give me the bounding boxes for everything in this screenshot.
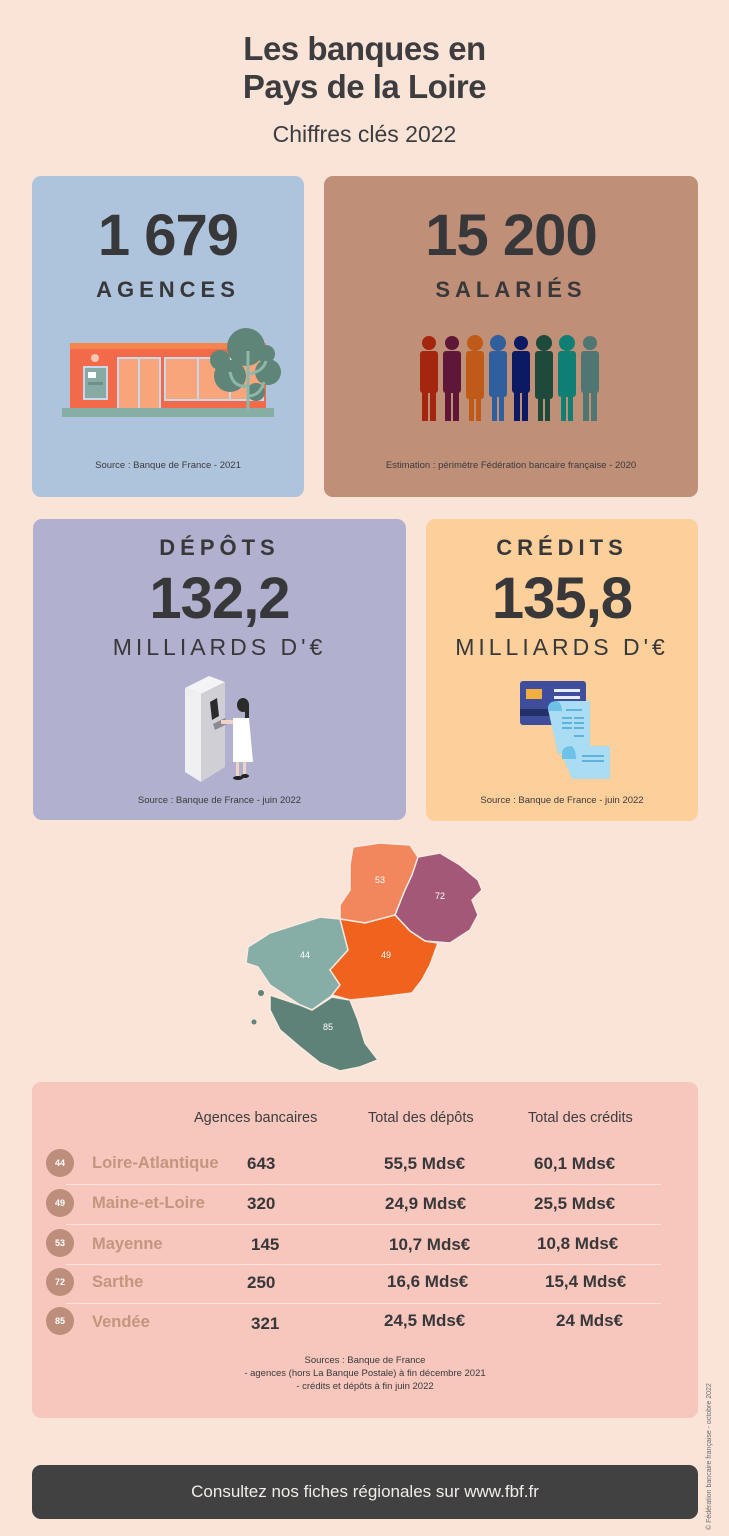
- depots-cell: 10,7 Mds€: [389, 1235, 471, 1254]
- bank-branch-building-icon: [58, 326, 286, 422]
- atm-user-icon: [183, 672, 263, 784]
- table-row: 44 Loire-Atlantique 643 55,5 Mds€ 60,1 M…: [32, 1144, 698, 1182]
- table-sources: Sources : Banque de France - agences (ho…: [32, 1354, 698, 1393]
- map-label-49: 49: [381, 950, 391, 960]
- depots-source: Source : Banque de France - juin 2022: [137, 795, 302, 806]
- fbf-website-banner[interactable]: Consultez nos fiches régionales sur www.…: [32, 1465, 698, 1519]
- depots-cell: 24,5 Mds€: [384, 1311, 466, 1330]
- credits-label: CRÉDITS: [496, 535, 628, 560]
- credits-value: 135,8: [491, 566, 633, 631]
- title-line-2: Pays de la Loire: [242, 68, 487, 105]
- depots-unit: MILLIARDS D'€: [112, 634, 327, 660]
- credit-card-receipt-icon: [518, 679, 618, 779]
- agences-cell: 145: [251, 1235, 280, 1254]
- table-row: 85 Vendée 321 24,5 Mds€ 24 Mds€: [32, 1303, 698, 1341]
- depots-cell: 16,6 Mds€: [387, 1272, 469, 1291]
- row-divider: [66, 1303, 661, 1304]
- credits-cell: 60,1 Mds€: [534, 1154, 616, 1173]
- credits-unit: MILLIARDS D'€: [455, 634, 669, 660]
- credits-source: Source : Banque de France - juin 2022: [480, 795, 644, 806]
- credits-cell: 15,4 Mds€: [545, 1272, 627, 1291]
- dept-name: Vendée: [92, 1313, 150, 1331]
- map-label-53: 53: [375, 875, 385, 885]
- title-line-1: Les banques en: [243, 30, 486, 67]
- row-divider: [66, 1184, 661, 1185]
- table-row: 49 Maine-et-Loire 320 24,9 Mds€ 25,5 Mds…: [32, 1184, 698, 1222]
- agences-card: 1 679 AGENCES Source : Banque de France …: [32, 176, 304, 497]
- salaries-value: 15 200: [425, 203, 597, 268]
- map-label-44: 44: [300, 950, 310, 960]
- header-depots: Total des dépôts: [368, 1110, 474, 1126]
- agences-value: 1 679: [97, 203, 239, 268]
- pays-de-la-loire-map: 53 72 44 49 85: [240, 835, 500, 1075]
- agences-cell: 643: [247, 1154, 276, 1173]
- agences-cell: 250: [247, 1273, 276, 1292]
- sources-line-1: Sources : Banque de France: [304, 1355, 426, 1366]
- agences-cell: 321: [251, 1314, 280, 1333]
- map-label-72: 72: [435, 891, 445, 901]
- table-row: 72 Sarthe 250 16,6 Mds€ 15,4 Mds€: [32, 1264, 698, 1302]
- depots-cell: 24,9 Mds€: [385, 1194, 467, 1213]
- dept-name: Sarthe: [92, 1273, 144, 1291]
- credits-cell: 10,8 Mds€: [537, 1234, 619, 1253]
- header-agences: Agences bancaires: [194, 1110, 318, 1126]
- map-dept-49: [329, 914, 440, 1001]
- departments-table: Agences bancaires Total des dépôts Total…: [32, 1082, 698, 1418]
- depots-card: DÉPÔTS 132,2 MILLIARDS D'€ Source : Banq…: [33, 519, 406, 820]
- row-divider: [66, 1264, 661, 1265]
- page-subtitle: Chiffres clés 2022: [272, 121, 457, 147]
- table-row: 53 Mayenne 145 10,7 Mds€ 10,8 Mds€: [32, 1224, 698, 1262]
- dept-name: Maine-et-Loire: [92, 1194, 205, 1212]
- agences-cell: 320: [247, 1194, 276, 1213]
- depots-label: DÉPÔTS: [159, 535, 280, 560]
- salaries-source: Estimation : périmètre Fédération bancai…: [385, 460, 637, 471]
- map-label-85: 85: [323, 1022, 333, 1032]
- dept-code-badge: 72: [46, 1268, 74, 1296]
- depots-cell: 55,5 Mds€: [384, 1154, 466, 1173]
- agences-label: AGENCES: [96, 277, 240, 302]
- copyright-note: © Fédération bancaire française - octobr…: [706, 1383, 713, 1530]
- dept-code-badge: 85: [46, 1307, 74, 1335]
- map-dept-72: [394, 852, 483, 944]
- row-divider: [66, 1224, 661, 1225]
- sources-line-3: - crédits et dépôts à fin juin 2022: [296, 1381, 434, 1392]
- salaries-card: 15 200 SALARIÉS Estimation : périmètre F…: [324, 176, 698, 497]
- dept-code-badge: 49: [46, 1189, 74, 1217]
- salaries-label: SALARIÉS: [435, 277, 587, 302]
- dept-code-badge: 44: [46, 1149, 74, 1177]
- map-dept-85: [269, 993, 380, 1072]
- employees-group-icon: [419, 333, 603, 423]
- credits-card: CRÉDITS 135,8 MILLIARDS D'€ Source : Ban…: [426, 519, 698, 821]
- header-credits: Total des crédits: [528, 1110, 633, 1126]
- dept-name: Mayenne: [92, 1235, 163, 1253]
- page-title: Les banques en Pays de la Loire: [0, 30, 729, 106]
- dept-code-badge: 53: [46, 1229, 74, 1257]
- credits-cell: 24 Mds€: [556, 1311, 624, 1330]
- sources-line-2: - agences (hors La Banque Postale) à fin…: [244, 1368, 486, 1379]
- dept-name: Loire-Atlantique: [92, 1154, 219, 1172]
- credits-cell: 25,5 Mds€: [534, 1194, 616, 1213]
- depots-value: 132,2: [149, 566, 290, 631]
- agences-source: Source : Banque de France - 2021: [95, 460, 241, 471]
